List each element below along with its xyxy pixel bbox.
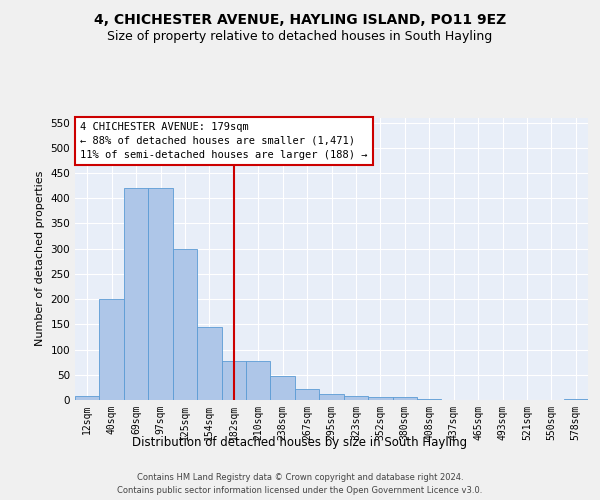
- Bar: [344, 396, 368, 400]
- Bar: [221, 360, 246, 400]
- Text: 4, CHICHESTER AVENUE, HAYLING ISLAND, PO11 9EZ: 4, CHICHESTER AVENUE, HAYLING ISLAND, PO…: [94, 12, 506, 26]
- Bar: [100, 299, 124, 400]
- Bar: [271, 376, 295, 400]
- Text: Contains HM Land Registry data © Crown copyright and database right 2024.: Contains HM Land Registry data © Crown c…: [137, 472, 463, 482]
- Bar: [124, 188, 148, 400]
- Bar: [75, 396, 100, 400]
- Bar: [368, 398, 392, 400]
- Text: Distribution of detached houses by size in South Hayling: Distribution of detached houses by size …: [133, 436, 467, 449]
- Text: Size of property relative to detached houses in South Hayling: Size of property relative to detached ho…: [107, 30, 493, 43]
- Bar: [295, 389, 319, 400]
- Bar: [148, 188, 173, 400]
- Bar: [319, 394, 344, 400]
- Y-axis label: Number of detached properties: Number of detached properties: [35, 171, 45, 346]
- Bar: [246, 360, 271, 400]
- Bar: [173, 248, 197, 400]
- Bar: [417, 399, 442, 400]
- Bar: [392, 398, 417, 400]
- Bar: [563, 399, 588, 400]
- Bar: [197, 327, 221, 400]
- Text: Contains public sector information licensed under the Open Government Licence v3: Contains public sector information licen…: [118, 486, 482, 495]
- Text: 4 CHICHESTER AVENUE: 179sqm
← 88% of detached houses are smaller (1,471)
11% of : 4 CHICHESTER AVENUE: 179sqm ← 88% of det…: [80, 122, 368, 160]
